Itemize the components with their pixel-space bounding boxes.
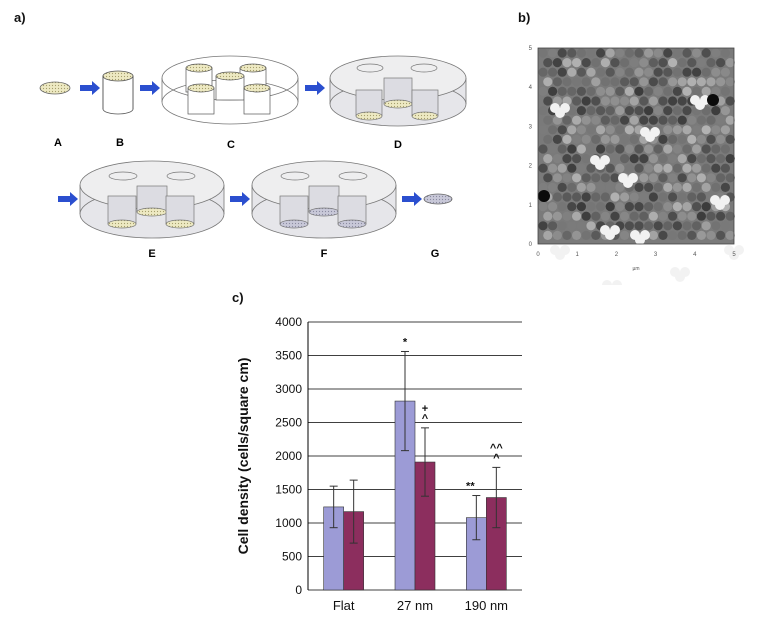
step-e-dish-cells (79, 160, 225, 239)
afm-axis-unit: µm (632, 266, 639, 272)
afm-y-tick-label: 1 (529, 203, 533, 209)
step-g-membrane (423, 193, 453, 205)
afm-x-tick-label: 4 (693, 252, 697, 258)
step-a-membrane (39, 81, 71, 95)
panel-c-label: c) (232, 290, 244, 305)
step-label-f: F (321, 248, 328, 260)
y-tick-label: 1000 (275, 516, 302, 530)
panel-a-label: a) (14, 10, 26, 25)
y-tick-label: 0 (295, 583, 302, 597)
significance-marker: ^ (493, 452, 500, 464)
step-label-g: G (431, 248, 440, 260)
y-tick-label: 4000 (275, 315, 302, 329)
arrow-icon (140, 81, 160, 95)
significance-marker: ** (466, 481, 475, 493)
afm-axes: 0 1 2 3 4 5 0 1 2 3 4 5 (529, 46, 737, 258)
significance-marker: + (422, 403, 428, 415)
step-label-a: A (54, 137, 62, 149)
significance-marker: * (403, 336, 408, 348)
y-tick-label: 1500 (275, 483, 302, 497)
x-tick-label: 27 nm (397, 598, 433, 613)
step-c-dish (161, 55, 299, 125)
step-label-e: E (148, 248, 155, 260)
afm-y-tick-label: 3 (529, 124, 533, 130)
afm-topography (538, 48, 744, 295)
y-tick-label: 500 (282, 550, 302, 564)
afm-y-tick-label: 4 (529, 85, 533, 91)
step-d-dish-filled (329, 55, 467, 127)
arrow-icon (305, 81, 325, 95)
afm-y-tick-label: 5 (529, 46, 533, 52)
significance-marker: ^ (422, 413, 429, 425)
panel-c-chart: Cell density (cells/square cm) 0 500 1000 1… (220, 305, 540, 619)
afm-x-tick-label: 2 (615, 252, 619, 258)
step-label-c: C (227, 139, 235, 151)
afm-figure: 0 1 2 3 4 5 0 1 2 3 4 5 µm (529, 46, 744, 295)
panel-a-schematic: A B C D E F G (39, 55, 467, 260)
afm-x-tick-label: 1 (576, 252, 580, 258)
significance-marker: ^^ (490, 442, 503, 454)
afm-y-tick-label: 0 (529, 242, 533, 248)
step-label-b: B (116, 137, 124, 149)
bar-chart: Cell density (cells/square cm) 0 500 1000 1… (235, 315, 522, 613)
arrow-icon (230, 192, 250, 206)
afm-x-tick-label: 5 (732, 252, 736, 258)
arrow-icon (402, 192, 422, 206)
afm-y-tick-label: 2 (529, 164, 533, 170)
afm-x-tick-label: 3 (654, 252, 658, 258)
step-f-dish-stained (251, 160, 397, 239)
arrow-icon (80, 81, 100, 95)
y-tick-label: 2500 (275, 416, 302, 430)
panel-b-label: b) (518, 10, 531, 25)
afm-x-tick-label: 0 (536, 252, 540, 258)
x-tick-label: Flat (333, 598, 355, 613)
y-tick-label: 3000 (275, 382, 302, 396)
y-tick-label: 2000 (275, 449, 302, 463)
y-tick-label: 3500 (275, 349, 302, 363)
arrow-icon (58, 192, 78, 206)
step-b-insert (102, 70, 134, 115)
chart-y-axis-label: Cell density (cells/square cm) (235, 358, 251, 555)
panel-b-afm: 0 1 2 3 4 5 0 1 2 3 4 5 µm (500, 30, 768, 295)
step-label-d: D (394, 139, 402, 151)
x-tick-label: 190 nm (465, 598, 508, 613)
